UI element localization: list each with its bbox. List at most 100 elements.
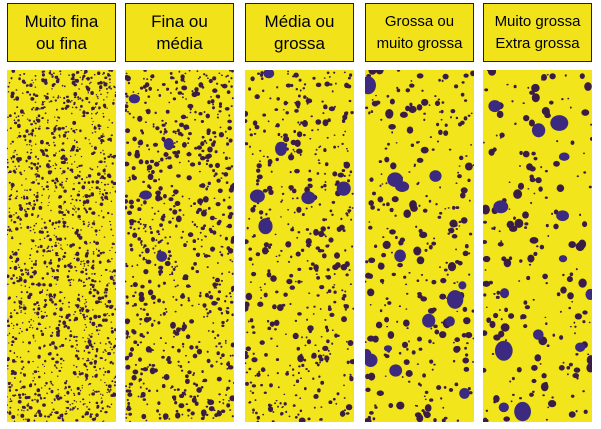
droplet [132, 330, 137, 335]
droplet [56, 264, 60, 268]
droplet [110, 200, 113, 203]
droplet [206, 185, 210, 188]
droplet [259, 340, 265, 345]
droplet [80, 307, 85, 311]
droplet [190, 266, 195, 271]
droplet [245, 239, 249, 245]
droplet [18, 165, 20, 167]
droplet [21, 184, 23, 186]
droplet [20, 387, 22, 390]
droplet [95, 112, 98, 115]
droplet [200, 409, 207, 417]
droplet [409, 102, 413, 107]
droplet [58, 196, 61, 199]
droplet [9, 254, 12, 257]
droplet [23, 72, 26, 75]
droplet [174, 200, 181, 206]
droplet [256, 415, 261, 420]
droplet [298, 78, 302, 82]
droplet [12, 281, 16, 285]
droplet [148, 279, 152, 284]
droplet [7, 116, 9, 119]
droplet [298, 123, 301, 126]
droplet [58, 320, 62, 323]
droplet [333, 71, 336, 74]
droplet [219, 126, 222, 129]
droplet [509, 225, 518, 232]
droplet [324, 218, 328, 221]
droplet [443, 296, 446, 299]
droplet [228, 399, 230, 402]
droplet [89, 188, 91, 191]
droplet [7, 226, 10, 228]
droplet [107, 183, 110, 186]
droplet [43, 94, 46, 97]
droplet [568, 411, 576, 418]
droplet [33, 224, 36, 227]
droplet [32, 263, 35, 266]
droplet [38, 413, 43, 418]
droplet [558, 364, 565, 371]
droplet [252, 234, 256, 238]
droplet [104, 318, 108, 322]
droplet [72, 187, 76, 191]
droplet [55, 108, 58, 111]
droplet [133, 303, 137, 307]
droplet [207, 77, 209, 80]
droplet [95, 180, 100, 184]
droplet [66, 400, 70, 404]
droplet [98, 229, 101, 231]
droplet [457, 174, 462, 179]
droplet [211, 300, 218, 306]
droplet [34, 392, 37, 396]
droplet [342, 410, 345, 412]
droplet [306, 97, 309, 100]
droplet [148, 148, 151, 151]
droplet [137, 395, 140, 398]
droplet [125, 95, 129, 98]
droplet [73, 161, 76, 163]
droplet [125, 389, 130, 393]
droplet [34, 75, 37, 77]
droplet [496, 290, 501, 295]
droplet [343, 71, 346, 74]
droplet [146, 144, 149, 147]
droplet [280, 412, 283, 416]
droplet [173, 335, 175, 338]
droplet [321, 253, 327, 259]
droplet [54, 190, 56, 192]
droplet [315, 273, 318, 276]
droplet [345, 212, 348, 215]
droplet [506, 83, 509, 86]
droplet [195, 252, 201, 257]
droplet [72, 129, 76, 133]
droplet [68, 318, 72, 322]
droplet [266, 319, 270, 323]
droplet [104, 268, 108, 271]
droplet [128, 382, 134, 386]
droplet [493, 312, 499, 319]
droplet [343, 161, 351, 169]
droplet [57, 127, 62, 131]
droplet [229, 409, 232, 411]
droplet [381, 183, 384, 185]
droplet [184, 378, 190, 385]
droplet [230, 285, 234, 292]
droplet [161, 123, 166, 127]
droplet [207, 100, 211, 105]
label-line: média [156, 33, 203, 53]
droplet [405, 308, 408, 310]
droplet [82, 220, 85, 223]
droplet [270, 337, 273, 340]
droplet [100, 210, 103, 212]
droplet [7, 91, 10, 93]
droplet [139, 222, 142, 226]
droplet [30, 97, 35, 101]
droplet [59, 70, 62, 73]
droplet [345, 273, 349, 277]
droplet [224, 339, 227, 342]
droplet [307, 417, 311, 421]
droplet [104, 359, 106, 362]
droplet [224, 236, 228, 241]
droplet [19, 372, 22, 374]
